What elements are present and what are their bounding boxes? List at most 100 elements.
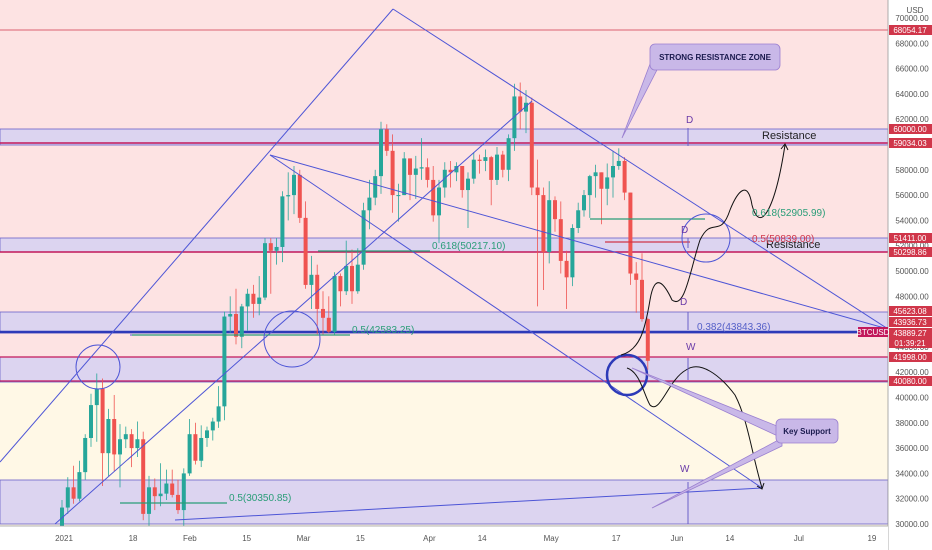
bullish-path [620,144,786,356]
candle [616,148,621,170]
candle [529,97,534,196]
candle [60,499,64,526]
y-tick-label: 50000.00 [895,267,929,276]
time-axis[interactable]: 2021 18 Feb 15 Mar 15 Apr 14 May 17 Jun 14 Jul 19 [0,525,888,550]
candle [558,201,563,274]
candle [413,155,418,199]
candle [286,172,291,221]
level-lines [0,29,888,382]
candle [628,192,633,285]
candle [112,394,117,471]
bullish-arrowhead [780,143,789,151]
x-tick-label: 15 [242,534,251,543]
candle [576,202,581,234]
descending-channel-lower-2 [269,154,763,489]
x-tick-labels: 2021 18 Feb 15 Mar 15 Apr 14 May 17 Jun 14 Jul 19 [55,534,877,543]
x-tick-label: Mar [297,534,311,543]
y-tick-label: 64000.00 [895,90,929,99]
candle [83,434,88,480]
candle [123,426,128,449]
candle [611,150,615,198]
svg-text:51411.00: 51411.00 [894,234,927,243]
candle [222,311,227,421]
candle [587,174,592,218]
candle [419,138,424,180]
letter-w-low: W [680,464,690,475]
bearish-arrowhead [756,482,765,490]
y-tick-label: 38000.00 [895,419,929,428]
x-tick-label: Jun [671,534,684,543]
candle [65,477,70,514]
price-level-tag: 60000.00 [889,124,932,134]
candle [460,166,465,198]
price-level-tag: 40080.00 [889,376,932,386]
svg-text:43936.73: 43936.73 [893,318,927,327]
candle [268,238,273,294]
y-tick-label: 58000.00 [895,166,929,175]
circle-mar [263,310,321,368]
candle [622,157,627,201]
candle [147,475,151,526]
x-tick-label: 14 [725,534,734,543]
ascending-channel-lower [54,100,533,525]
candle [483,149,488,172]
candle [535,159,540,307]
candle [640,253,644,322]
candle [89,393,93,447]
candle [239,303,244,349]
candle [384,124,389,156]
candle [210,417,215,441]
candle [309,255,314,309]
candle [292,166,296,215]
price-level-tag: 43889.27 [889,328,932,338]
candle [77,460,82,502]
price-level-tag: 68054.17 [889,25,932,35]
circle-jun-resistance [681,213,731,263]
candle [390,134,395,213]
candle [367,179,372,230]
y-tick-label: 32000.00 [895,495,929,504]
x-tick-label: Jul [794,534,804,543]
x-tick-label: 17 [612,534,621,543]
candle [361,202,366,270]
candle [181,468,186,526]
candle [321,291,325,336]
bearish-path [626,366,763,489]
letter-d-top: D [686,115,693,126]
strong-resistance-label: STRONG RESISTANCE ZONE [659,53,772,62]
price-level-tag: 50298.86 [889,247,932,257]
candle [408,158,412,201]
y-tick-label: 62000.00 [895,115,929,124]
resistance-label-mid: Resistance [766,239,820,251]
candle [228,296,233,333]
y-tick-label: 34000.00 [895,469,929,478]
candle [605,163,610,206]
rising-wedge-top [392,8,888,330]
fib-label-05-left: 0.5(42583.25) [352,325,414,336]
price-axis[interactable]: USD 30000.00 32000.00 34000.00 36000.00 3800… [857,0,932,550]
fib-label-618-right: 0.618(52905.99) [752,208,825,219]
symbol-tag: BTCUSD [857,327,890,337]
candle [164,469,169,500]
candle [158,463,163,507]
candle [495,147,499,185]
candle [524,90,528,134]
price-level-tag: 45623.08 [889,306,932,316]
candle [193,422,198,465]
y-tick-label: 42000.00 [895,368,929,377]
fib-label-618-left: 0.618(50217.10) [432,241,505,252]
candle [454,162,459,182]
resistance-label-top: Resistance [762,130,816,142]
y-tick-label: 70000.00 [895,14,929,23]
x-tick-label: Apr [423,534,436,543]
candle [129,429,134,468]
symbol-tag-text: BTCUSD [857,328,890,337]
candle [506,134,511,182]
candle [425,158,430,188]
svg-text:45623.08: 45623.08 [893,307,927,316]
candle [593,164,598,198]
fib-label-05-bottom: 0.5(30350.85) [229,493,291,504]
x-tick-label: May [544,534,559,543]
x-tick-label: 2021 [55,534,73,543]
